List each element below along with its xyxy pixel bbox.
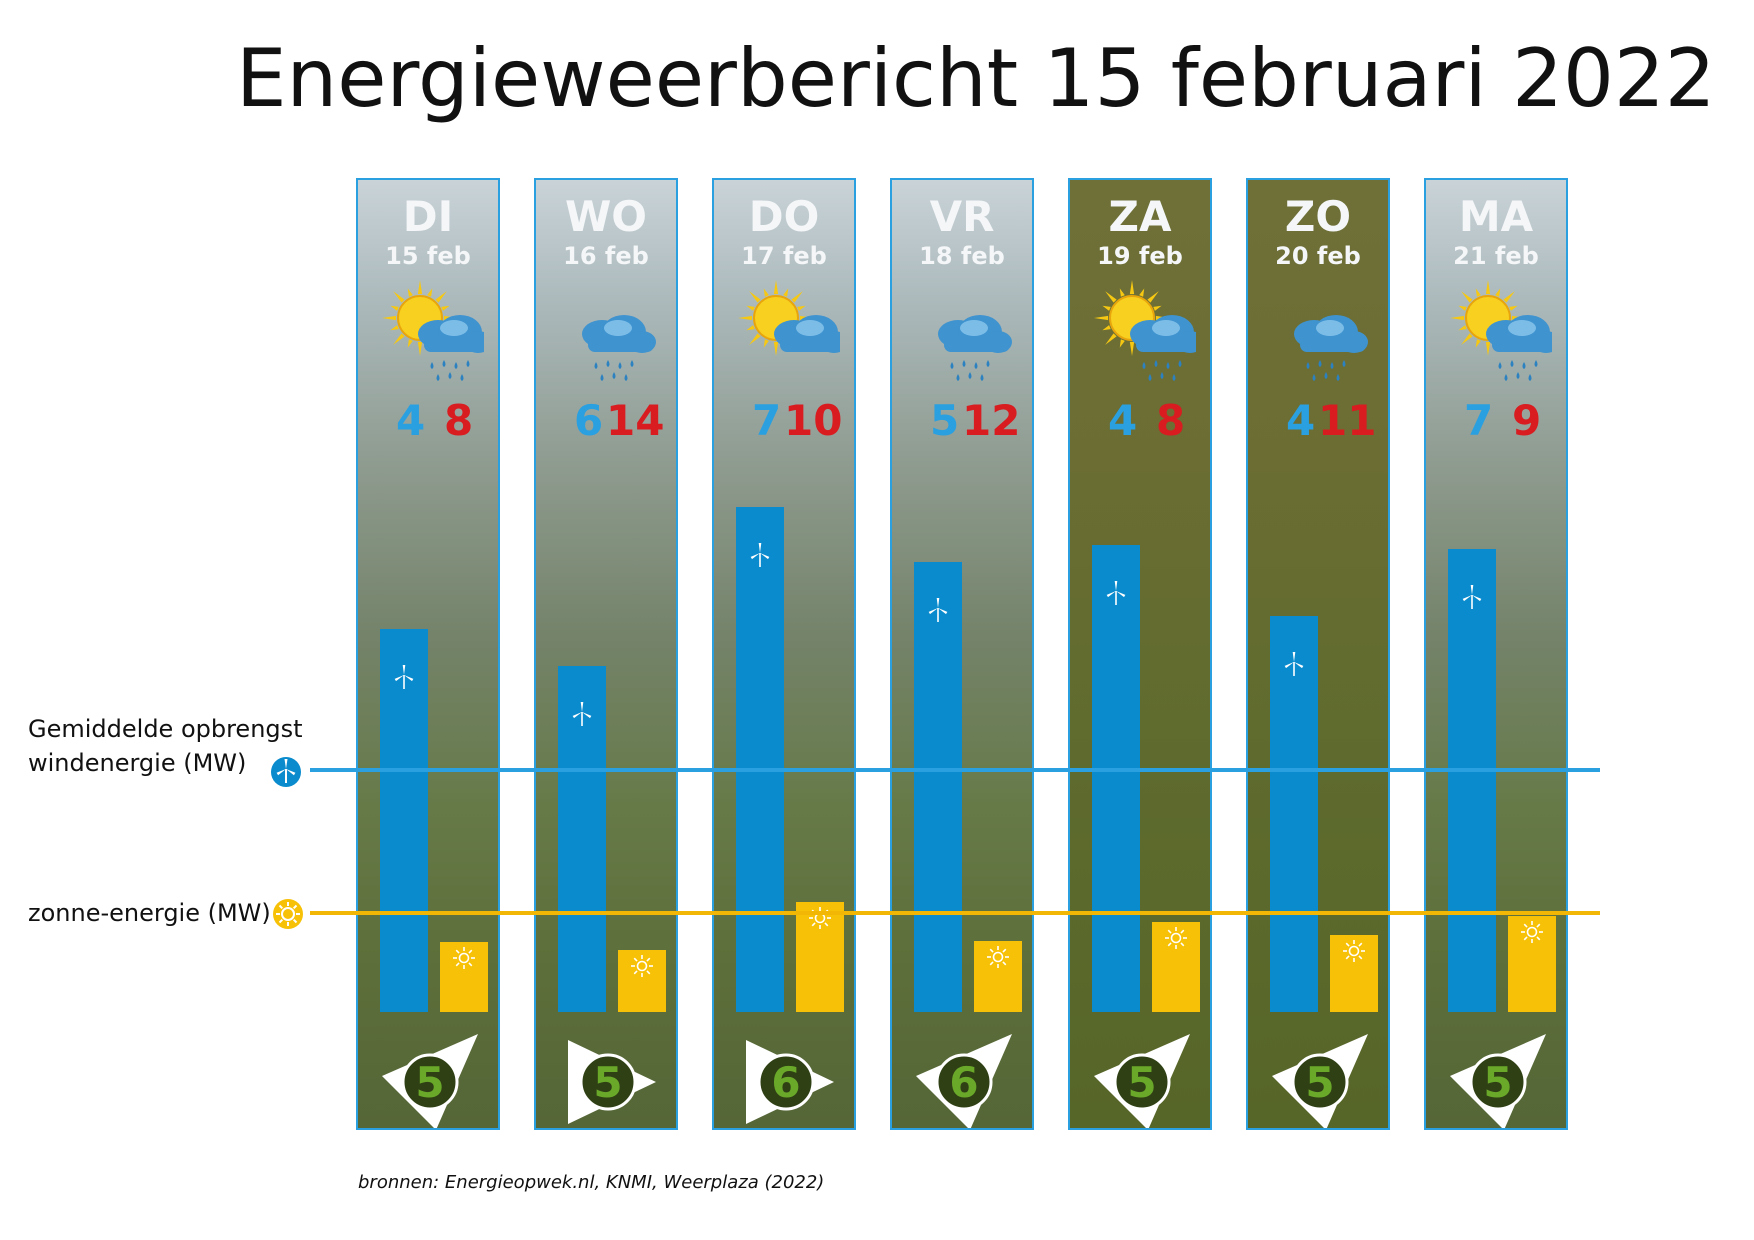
temp-max: 10	[784, 396, 843, 445]
day-date: 19 feb	[1097, 242, 1183, 270]
wind-legend-label-line1: Gemiddelde opbrengst	[28, 715, 303, 743]
cloud-rain-icon	[1294, 315, 1368, 381]
wind-turbine-icon	[928, 598, 948, 622]
wind-turbine-legend-icon	[271, 757, 301, 787]
day-date: 21 feb	[1453, 242, 1539, 270]
wind-energy-bar	[380, 629, 428, 1012]
forecast-day-column: ZO 20 feb 4 11 5	[1246, 178, 1390, 1130]
solar-energy-bar	[440, 942, 488, 1012]
wind-force-value: 6	[949, 1058, 979, 1107]
day-name: DI	[402, 192, 454, 241]
wind-energy-bar	[1270, 616, 1318, 1012]
temp-max: 9	[1512, 396, 1542, 445]
wind-force-value: 5	[1483, 1058, 1513, 1107]
wind-turbine-icon	[394, 665, 414, 689]
wind-turbine-icon	[1106, 581, 1126, 605]
day-name: WO	[564, 192, 648, 241]
cloud-rain-icon	[582, 315, 656, 381]
wind-legend-label-line2: windenergie (MW)	[28, 749, 247, 777]
temp-min: 6	[574, 396, 604, 445]
temp-min: 5	[930, 396, 960, 445]
forecast-day-column: VR 18 feb 5 12 6	[890, 178, 1034, 1130]
source-note: bronnen: Energieopwek.nl, KNMI, Weerplaz…	[358, 1172, 825, 1193]
wind-average-line	[310, 768, 1600, 772]
day-name: ZO	[1284, 192, 1352, 241]
wind-energy-bar	[914, 562, 962, 1012]
wind-energy-bar	[1448, 549, 1496, 1012]
temp-min: 4	[1108, 396, 1138, 445]
sun-icon	[1343, 940, 1365, 962]
forecast-day-column: DO 17 feb 7 10 6	[712, 178, 856, 1130]
solar-energy-bar	[618, 950, 666, 1012]
solar-average-line	[310, 911, 1600, 915]
temp-min: 4	[1286, 396, 1316, 445]
sun-icon	[809, 907, 831, 929]
sun-cloud-rain-icon	[382, 280, 484, 381]
wind-direction-icon	[1094, 1034, 1190, 1128]
sun-legend-icon	[273, 899, 303, 929]
wind-energy-bar	[1092, 545, 1140, 1012]
wind-force-value: 5	[1127, 1058, 1157, 1107]
wind-direction-icon	[1272, 1034, 1368, 1128]
wind-force-value: 6	[771, 1058, 801, 1107]
wind-direction-icon	[746, 1040, 834, 1124]
solar-legend-label: zonne-energie (MW)	[28, 899, 271, 927]
solar-energy-bar	[1152, 922, 1200, 1012]
forecast-day-column: DI 15 feb 4 8 5	[356, 178, 500, 1130]
wind-direction-icon	[382, 1034, 478, 1128]
wind-force-value: 5	[1305, 1058, 1335, 1107]
solar-energy-bar	[1508, 916, 1556, 1012]
day-name: ZA	[1108, 192, 1172, 241]
day-date: 18 feb	[919, 242, 1005, 270]
wind-direction-icon	[1450, 1034, 1546, 1128]
temp-min: 7	[752, 396, 782, 445]
wind-turbine-icon	[750, 543, 770, 567]
temp-max: 12	[962, 396, 1021, 445]
wind-energy-bar	[558, 666, 606, 1012]
sun-cloud-rain-icon	[1450, 280, 1552, 381]
day-date: 16 feb	[563, 242, 649, 270]
sun-icon	[987, 946, 1009, 968]
solar-energy-bar	[1330, 935, 1378, 1012]
cloud-rain-icon	[938, 315, 1012, 381]
wind-turbine-icon	[572, 702, 592, 726]
forecast-day-column: ZA 19 feb 4 8 5	[1068, 178, 1212, 1130]
wind-turbine-icon	[1284, 652, 1304, 676]
wind-force-value: 5	[593, 1058, 623, 1107]
temp-min: 4	[396, 396, 426, 445]
sun-icon	[631, 955, 653, 977]
sun-cloud-icon	[738, 280, 840, 356]
page-title: Energieweerbericht 15 februari 2022	[236, 32, 1716, 125]
sun-icon	[1521, 921, 1543, 943]
day-name: VR	[929, 192, 995, 241]
forecast-day-column: WO 16 feb 6 14 5	[534, 178, 678, 1130]
temp-max: 11	[1318, 396, 1377, 445]
sun-icon	[1165, 927, 1187, 949]
day-name: DO	[748, 192, 820, 241]
wind-energy-bar	[736, 507, 784, 1012]
day-date: 20 feb	[1275, 242, 1361, 270]
wind-turbine-icon	[1462, 585, 1482, 609]
sun-cloud-rain-icon	[1094, 280, 1196, 381]
temp-max: 8	[1156, 396, 1186, 445]
day-date: 15 feb	[385, 242, 471, 270]
temp-max: 14	[606, 396, 665, 445]
forecast-day-column: MA 21 feb 7 9 5	[1424, 178, 1568, 1130]
day-date: 17 feb	[741, 242, 827, 270]
wind-direction-icon	[916, 1034, 1012, 1128]
temp-max: 8	[444, 396, 474, 445]
wind-direction-icon	[568, 1040, 656, 1124]
solar-energy-bar	[796, 902, 844, 1012]
day-name: MA	[1458, 192, 1534, 241]
wind-force-value: 5	[415, 1058, 445, 1107]
solar-energy-bar	[974, 941, 1022, 1012]
sun-icon	[453, 947, 475, 969]
temp-min: 7	[1464, 396, 1494, 445]
